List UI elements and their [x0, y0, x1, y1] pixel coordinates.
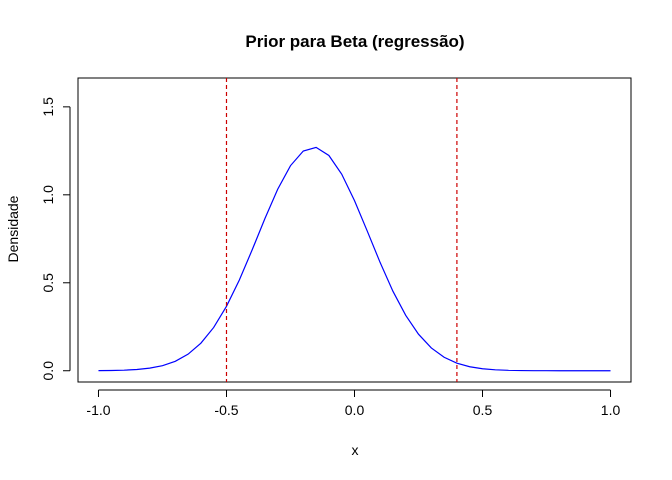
y-tick-label: 0.0: [40, 361, 56, 381]
x-tick-label: 0.0: [345, 402, 365, 418]
x-tick-label: -0.5: [214, 402, 238, 418]
x-tick-label: 0.5: [473, 402, 493, 418]
chart-title: Prior para Beta (regressão): [245, 32, 464, 51]
density-curve: [98, 146, 611, 372]
x-tick-label: -1.0: [86, 402, 110, 418]
y-axis-label: Densidade: [5, 195, 21, 262]
y-tick-label: 0.5: [40, 273, 56, 293]
x-axis-label: x: [352, 442, 359, 458]
y-tick-label: 1.5: [40, 97, 56, 117]
y-tick-label: 1.0: [40, 185, 56, 205]
plot-area: -1.0 -0.5 0.0 0.5 1.0 0.0 0.5 1.0 1.5: [40, 77, 632, 418]
plot-frame: [77, 77, 632, 383]
x-tick-label: 1.0: [601, 402, 621, 418]
